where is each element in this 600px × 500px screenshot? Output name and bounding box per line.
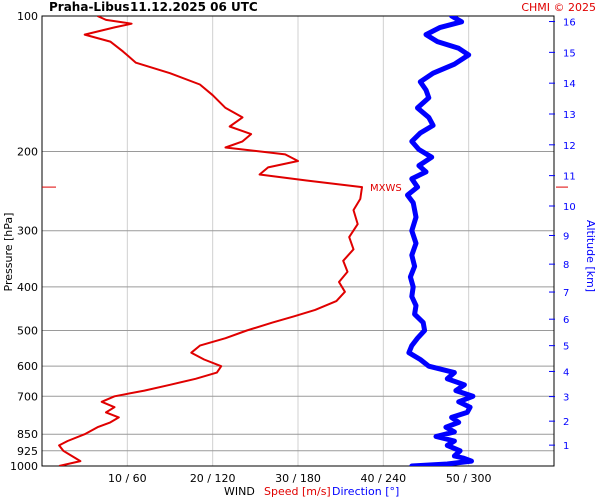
altitude-tick-label: 5 [563, 342, 569, 353]
copyright-label: CHMI © 2025 [521, 1, 596, 14]
max-wind-marker: MXWS [42, 183, 568, 194]
wind-tick-labels: 10 / 60 20 / 120 30 / 180 40 / 240 50 / 300 [108, 472, 492, 485]
max-wind-label: MXWS [370, 183, 402, 194]
datetime-title: 11.12.2025 06 UTC [130, 0, 258, 14]
speed-axis-label: Speed [m/s] [264, 485, 331, 498]
pressure-tick-label: 100 [17, 10, 38, 23]
station-title: Praha-Libus [49, 0, 129, 14]
altitude-tick-label: 6 [563, 315, 569, 326]
altitude-axis-label: Altitude [km] [584, 220, 597, 292]
pressure-tick-label: 1000 [10, 460, 38, 473]
altitude-tick-label: 4 [563, 367, 569, 378]
wind-tick-label: 40 / 240 [360, 472, 406, 485]
altitude-tick-label: 7 [563, 288, 569, 299]
direction-series-line [405, 16, 476, 466]
pressure-tick-label: 400 [17, 281, 38, 294]
direction-axis-label: Direction [°] [332, 485, 399, 498]
speed-series-line [58, 16, 363, 466]
pressure-tick-label: 850 [17, 428, 38, 441]
altitude-tick-label: 8 [563, 260, 569, 271]
altitude-tick-label: 12 [563, 141, 576, 152]
wind-tick-label: 30 / 180 [275, 472, 321, 485]
pressure-tick-label: 700 [17, 390, 38, 403]
pressure-tick-labels: 100 200 300 400 500 600 700 850 925 1000 [10, 10, 38, 473]
pressure-tick-label: 600 [17, 360, 38, 373]
vertical-gridlines [126, 16, 470, 466]
altitude-tick-label: 15 [563, 48, 576, 59]
altitude-tick-label: 3 [563, 393, 569, 404]
altitude-tick-label: 2 [563, 417, 569, 428]
altitude-tick-label: 9 [563, 231, 569, 242]
wind-tick-label: 20 / 120 [190, 472, 236, 485]
pressure-tick-label: 300 [17, 225, 38, 238]
pressure-tick-label: 200 [17, 145, 38, 158]
pressure-gridlines [42, 150, 554, 452]
altitude-tick-label: 1 [563, 441, 569, 452]
wind-tick-label: 10 / 60 [108, 472, 147, 485]
wind-tick-label: 50 / 300 [446, 472, 492, 485]
pressure-axis-label: Pressure [hPa] [2, 213, 15, 292]
altitude-tick-label: 10 [563, 202, 576, 213]
wind-axis-label: WIND [224, 485, 255, 498]
altitude-tick-label: 14 [563, 79, 576, 90]
pressure-tick-label: 925 [17, 445, 38, 458]
plot-frame [41, 15, 555, 467]
altitude-tick-label: 16 [563, 18, 576, 29]
altitude-tick-label: 11 [563, 172, 576, 183]
altitude-tick-label: 13 [563, 110, 576, 121]
pressure-tick-label: 500 [17, 325, 38, 338]
